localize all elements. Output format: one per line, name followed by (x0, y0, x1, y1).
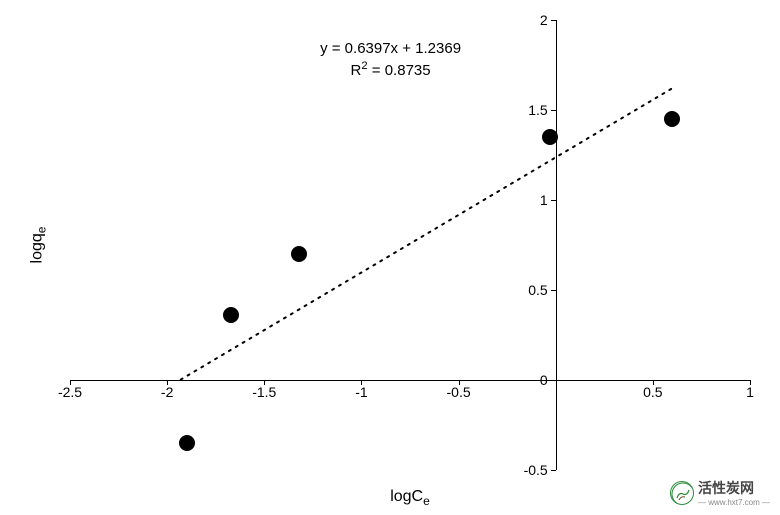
y-tick-mark (551, 20, 556, 21)
y-axis-label: logqe (28, 227, 48, 264)
x-tick-mark (459, 380, 460, 385)
regression-equation: y = 0.6397x + 1.2369R2 = 0.8735 (320, 38, 461, 81)
y-tick-mark (551, 200, 556, 201)
x-tick-label: 1 (746, 384, 754, 400)
watermark-title: 活性炭网 (698, 478, 770, 498)
x-tick-mark (264, 380, 265, 385)
x-tick-label: 0.5 (643, 384, 662, 400)
y-tick-mark (551, 470, 556, 471)
x-tick-mark (750, 380, 751, 385)
x-tick-label: -2.5 (58, 384, 82, 400)
y-tick-label: -0.5 (524, 462, 548, 478)
x-tick-label: -2 (161, 384, 173, 400)
watermark: 活性炭网 — www.hxt7.com — (670, 478, 770, 507)
x-tick-mark (653, 380, 654, 385)
x-axis-label: logCe (390, 488, 430, 508)
y-tick-label: 0 (540, 372, 548, 388)
data-point (542, 129, 558, 145)
x-axis-line (70, 380, 750, 381)
trendline (70, 20, 750, 470)
y-tick-mark (551, 380, 556, 381)
data-point (223, 307, 239, 323)
x-tick-mark (167, 380, 168, 385)
x-tick-mark (361, 380, 362, 385)
x-tick-label: -1.5 (252, 384, 276, 400)
y-tick-label: 2 (540, 12, 548, 28)
y-tick-mark (551, 110, 556, 111)
scatter-chart: -2.5-2-1.5-1-0.50.51-0.500.511.52 logqe … (70, 20, 750, 470)
y-axis-line (556, 20, 557, 470)
watermark-text: 活性炭网 — www.hxt7.com — (698, 478, 770, 507)
x-tick-label: -1 (355, 384, 367, 400)
x-tick-mark (70, 380, 71, 385)
y-tick-mark (551, 290, 556, 291)
data-point (291, 246, 307, 262)
watermark-url: — www.hxt7.com — (698, 498, 770, 507)
y-tick-label: 1 (540, 192, 548, 208)
y-tick-label: 1.5 (528, 102, 547, 118)
y-tick-label: 0.5 (528, 282, 547, 298)
watermark-logo-icon (670, 481, 694, 505)
data-point (664, 111, 680, 127)
data-point (179, 435, 195, 451)
x-tick-label: -0.5 (447, 384, 471, 400)
plot-area: -2.5-2-1.5-1-0.50.51-0.500.511.52 (70, 20, 750, 470)
